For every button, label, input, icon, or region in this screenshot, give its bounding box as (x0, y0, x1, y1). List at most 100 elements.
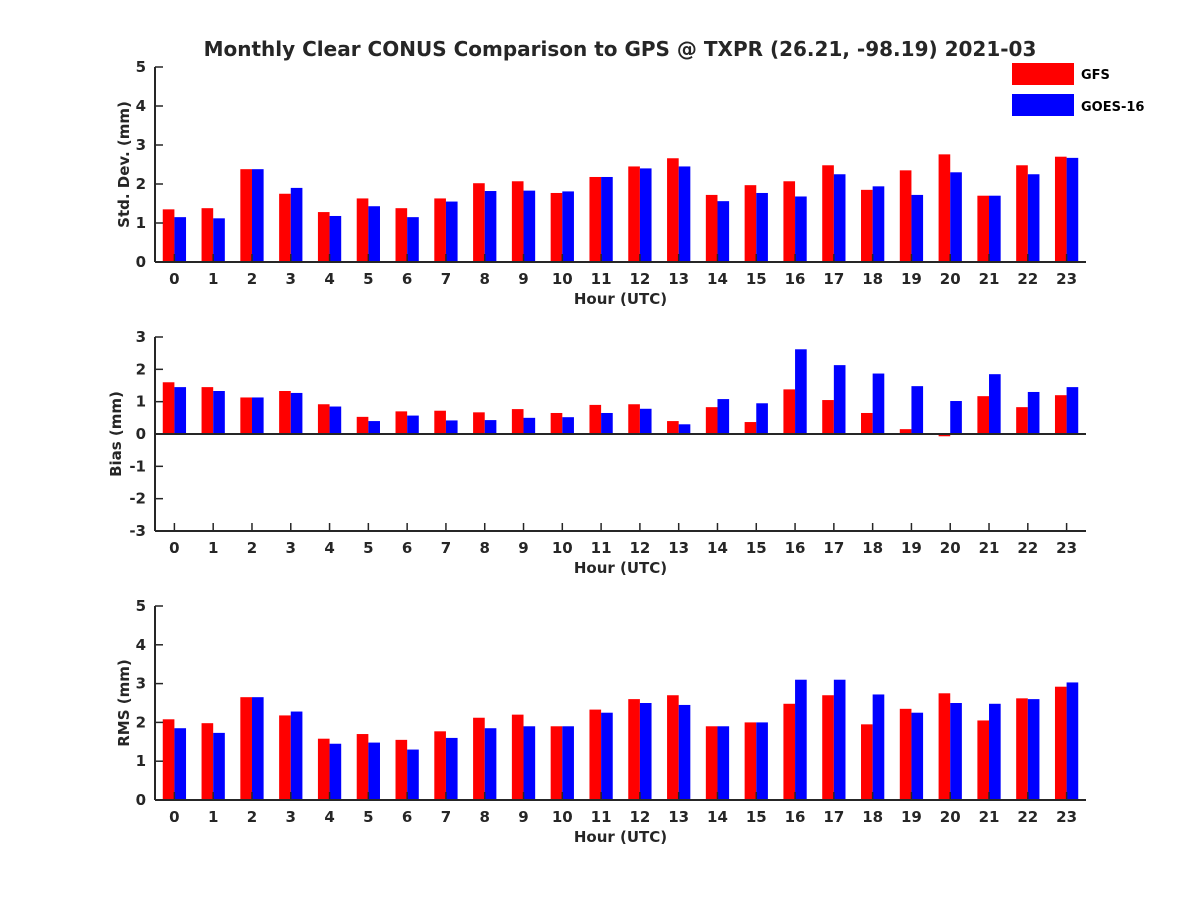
y-tick-label-std-dev: 2 (136, 175, 146, 193)
bar-bias-goes-16-hour-17 (833, 365, 846, 434)
bar-rms-goes-16-hour-14 (717, 726, 730, 800)
y-tick-label-rms: 2 (136, 713, 146, 731)
x-tick-label-bias: 20 (940, 539, 961, 557)
x-tick-label-rms: 1 (208, 808, 218, 826)
bar-rms-goes-16-hour-8 (484, 728, 497, 800)
bar-std-dev-gfs-hour-12 (628, 166, 640, 262)
x-tick-label-rms: 9 (518, 808, 528, 826)
bar-rms-gfs-hour-8 (473, 717, 485, 800)
x-tick-label-rms: 23 (1056, 808, 1077, 826)
bar-bias-goes-16-hour-14 (717, 399, 730, 434)
bar-rms-goes-16-hour-6 (407, 749, 419, 800)
bar-rms-goes-16-hour-4 (329, 743, 342, 800)
bar-std-dev-goes-16-hour-5 (368, 206, 380, 262)
bar-std-dev-goes-16-hour-11 (601, 176, 613, 262)
x-tick-label-rms: 10 (552, 808, 573, 826)
bar-rms-gfs-hour-16 (783, 703, 796, 800)
bar-rms-gfs-hour-23 (1054, 686, 1067, 800)
legend-label-goes16: GOES-16 (1081, 100, 1144, 115)
y-tick-label-rms: 5 (136, 597, 146, 615)
bar-std-dev-goes-16-hour-10 (562, 191, 574, 262)
bar-rms-gfs-hour-19 (899, 708, 912, 800)
x-tick-label-bias: 19 (901, 539, 922, 557)
x-tick-label-bias: 0 (169, 539, 179, 557)
bar-std-dev-gfs-hour-19 (899, 170, 912, 262)
x-tick-label-std-dev: 14 (707, 270, 728, 288)
x-tick-label-rms: 15 (746, 808, 767, 826)
bar-bias-gfs-hour-18 (861, 412, 873, 434)
bar-bias-goes-16-hour-20 (950, 401, 962, 434)
bar-rms-goes-16-hour-18 (872, 694, 885, 800)
x-tick-label-bias: 11 (591, 539, 612, 557)
legend-swatch-gfs (1012, 63, 1074, 85)
bar-rms-gfs-hour-4 (317, 738, 330, 800)
y-tick-label-std-dev: 4 (136, 97, 146, 115)
bar-bias-goes-16-hour-7 (445, 420, 458, 434)
bar-bias-goes-16-hour-22 (1027, 391, 1040, 434)
y-tick-label-std-dev: 0 (136, 253, 146, 271)
bar-bias-gfs-hour-3 (279, 391, 291, 434)
bar-bias-goes-16-hour-5 (368, 421, 380, 434)
x-tick-label-rms: 19 (901, 808, 922, 826)
bar-bias-gfs-hour-9 (511, 409, 524, 434)
x-tick-label-rms: 22 (1017, 808, 1038, 826)
bar-std-dev-goes-16-hour-2 (251, 169, 264, 262)
bar-std-dev-goes-16-hour-6 (407, 217, 419, 262)
bar-rms-gfs-hour-12 (628, 699, 640, 800)
bar-std-dev-gfs-hour-20 (938, 154, 951, 262)
bar-bias-goes-16-hour-18 (872, 373, 885, 434)
x-tick-label-bias: 6 (402, 539, 412, 557)
x-tick-label-rms: 20 (940, 808, 961, 826)
bar-rms-goes-16-hour-15 (756, 722, 768, 800)
bar-bias-goes-16-hour-9 (523, 417, 536, 434)
y-tick-label-bias: 0 (136, 425, 146, 443)
bar-std-dev-goes-16-hour-12 (639, 168, 652, 262)
x-tick-label-std-dev: 1 (208, 270, 218, 288)
bar-bias-goes-16-hour-23 (1066, 387, 1079, 434)
x-tick-label-rms: 14 (707, 808, 728, 826)
x-tick-label-std-dev: 16 (785, 270, 806, 288)
bar-std-dev-goes-16-hour-7 (445, 201, 458, 262)
x-tick-label-bias: 12 (629, 539, 650, 557)
bar-bias-gfs-hour-14 (705, 407, 718, 434)
x-tick-label-bias: 17 (823, 539, 844, 557)
bar-bias-goes-16-hour-6 (407, 415, 419, 434)
bar-rms-goes-16-hour-7 (445, 737, 458, 800)
x-tick-label-bias: 15 (746, 539, 767, 557)
bar-rms-gfs-hour-6 (395, 739, 408, 800)
x-tick-label-std-dev: 15 (746, 270, 767, 288)
bar-rms-goes-16-hour-11 (601, 712, 613, 800)
bar-rms-gfs-hour-22 (1016, 698, 1028, 800)
bar-bias-gfs-hour-0 (162, 382, 175, 434)
bar-rms-gfs-hour-9 (511, 714, 524, 800)
bar-bias-gfs-hour-13 (667, 421, 679, 434)
bar-rms-gfs-hour-13 (667, 695, 679, 800)
bar-bias-goes-16-hour-0 (174, 387, 187, 434)
x-axis-label-std-dev: Hour (UTC) (574, 290, 667, 308)
x-tick-label-rms: 4 (324, 808, 334, 826)
bar-std-dev-gfs-hour-14 (705, 194, 718, 262)
bar-rms-gfs-hour-14 (705, 726, 718, 800)
bar-bias-gfs-hour-16 (783, 389, 796, 434)
bar-rms-goes-16-hour-0 (174, 728, 187, 800)
bar-std-dev-goes-16-hour-23 (1066, 157, 1079, 262)
bar-bias-gfs-hour-2 (240, 397, 252, 434)
bar-std-dev-gfs-hour-1 (201, 208, 214, 262)
bar-rms-gfs-hour-10 (550, 726, 563, 800)
bar-std-dev-gfs-hour-0 (162, 209, 175, 262)
bar-std-dev-goes-16-hour-22 (1027, 174, 1040, 262)
bar-rms-gfs-hour-20 (938, 693, 951, 800)
bar-bias-gfs-hour-17 (822, 400, 834, 434)
x-tick-label-rms: 0 (169, 808, 179, 826)
bar-rms-gfs-hour-3 (279, 715, 291, 800)
x-tick-label-rms: 18 (862, 808, 883, 826)
bar-std-dev-gfs-hour-11 (589, 176, 602, 262)
x-tick-label-std-dev: 11 (591, 270, 612, 288)
x-tick-label-std-dev: 19 (901, 270, 922, 288)
y-tick-label-bias: 3 (136, 328, 146, 346)
x-tick-label-bias: 4 (324, 539, 334, 557)
bar-std-dev-gfs-hour-7 (434, 198, 446, 262)
y-axis-label-bias: Bias (mm) (107, 391, 125, 477)
y-tick-label-bias: -1 (129, 457, 146, 475)
